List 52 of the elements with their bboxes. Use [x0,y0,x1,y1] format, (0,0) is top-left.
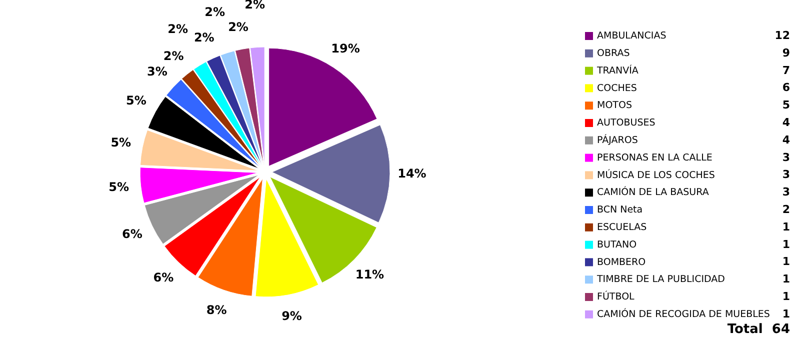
legend-label: BCN Neta [597,204,643,216]
data-label: 2% [228,20,248,34]
legend-label: CAMIÓN DE LA BASURA [597,186,710,198]
legend-label: TRANVÍA [596,64,639,76]
legend-label: COCHES [597,82,637,94]
text: 3 [782,168,790,182]
legend-label: TIMBRE DE LA PUBLICIDAD [596,274,725,286]
data-label: 3% [146,64,168,78]
legend-label: ESCUELAS [597,222,647,234]
text: 9 [782,46,790,60]
data-label: 2% [244,0,266,12]
legend-label: BUTANO [597,239,637,250]
text: 3 [782,186,790,199]
text: 2 [782,203,790,216]
text: 12 [774,29,790,42]
data-label: 5% [126,93,146,108]
text: 1 [782,238,790,251]
data-label: 6% [153,270,174,285]
data-label: 6% [122,227,142,242]
legend-label: AMBULANCIAS [597,30,666,42]
data-label: 5% [108,180,130,194]
data-label: 19% [331,41,360,56]
text: 6 [782,81,790,94]
legend-label: PÁJAROS [597,134,638,146]
data-label: 2% [204,4,226,19]
data-label: 2% [163,49,184,64]
data-label: 5% [110,135,132,150]
legend-label: FÚTBOL [597,290,636,303]
text: 7 [782,64,790,77]
data-label: 8% [206,303,227,318]
legend-label: PERSONAS EN LA CALLE [597,152,712,164]
text: 1 [782,290,790,304]
data-label: 2% [168,22,188,36]
legend-label: MÚSICA DE LOS COCHES [597,168,715,181]
legend-label: AUTOBUSES [597,118,656,129]
text: 1 [782,272,790,286]
text: 5 [782,98,790,112]
data-label: 9% [282,308,302,323]
text: 4 [782,116,790,130]
text: 1 [782,255,790,268]
text: 1 [782,220,790,234]
text: 4 [782,133,790,146]
text: Total 64 [727,322,790,337]
legend-label: OBRAS [597,48,630,60]
text: 1 [782,307,790,320]
legend-label: BOMBERO [597,256,646,268]
data-label: 2% [194,30,214,44]
data-label: 14% [398,166,426,181]
data-label: 11% [355,267,384,282]
legend-label: MOTOS [597,100,632,112]
text: 3 [782,150,790,164]
legend-label: CAMIÓN DE RECOGIDA DE MUEBLES [597,308,770,320]
